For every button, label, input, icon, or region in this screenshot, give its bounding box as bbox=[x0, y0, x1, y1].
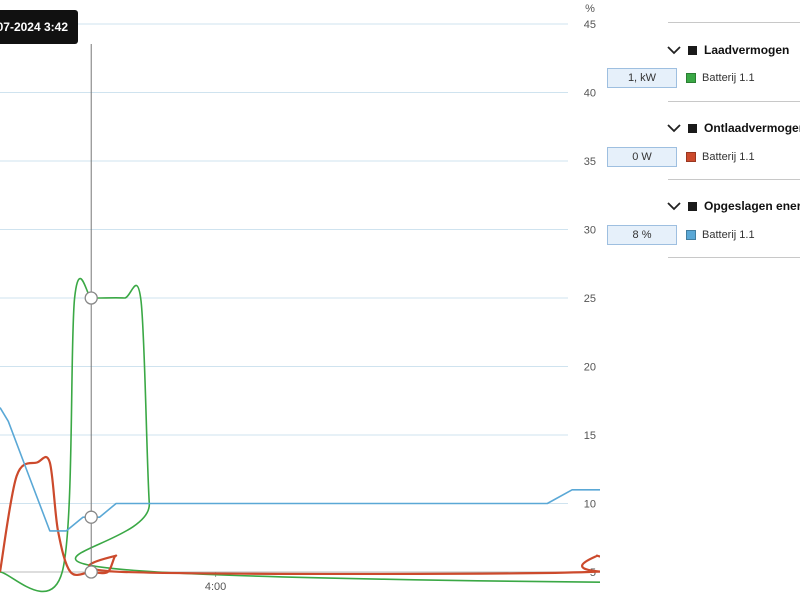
y-tick-label: 30 bbox=[584, 225, 596, 237]
value-box: 8 % bbox=[607, 225, 677, 245]
chevron-down-icon[interactable] bbox=[666, 199, 682, 213]
y-tick-label: 20 bbox=[584, 362, 596, 374]
chevron-down-icon[interactable] bbox=[666, 121, 682, 135]
color-swatch bbox=[686, 73, 696, 83]
y-tick-label: 10 bbox=[584, 499, 596, 511]
legend-item-label: Batterij 1.1 bbox=[702, 72, 755, 84]
x-tick-label: 4:00 bbox=[205, 581, 226, 593]
tooltip-text: 07-2024 3:42 bbox=[0, 20, 68, 34]
y-unit-label: % bbox=[585, 3, 595, 15]
y-tick-label: 25 bbox=[584, 293, 596, 305]
legend-item[interactable]: Batterij 1.1 bbox=[686, 147, 755, 167]
legend-group-title: Laadvermogen bbox=[704, 43, 790, 57]
legend-group-laadvermogen[interactable]: Laadvermogen bbox=[666, 41, 789, 59]
legend-group-title: Ontlaadvermogen bbox=[704, 121, 800, 135]
y-tick-label: 5 bbox=[590, 567, 596, 579]
legend-divider bbox=[668, 179, 800, 180]
series-toggle-icon[interactable] bbox=[688, 123, 697, 133]
color-swatch bbox=[686, 230, 696, 240]
opgeslagen-energie-line bbox=[0, 407, 600, 532]
time-tooltip: 07-2024 3:42 bbox=[0, 10, 78, 44]
legend-divider bbox=[668, 257, 800, 258]
legend-divider bbox=[668, 22, 800, 23]
value-box: 1, kW bbox=[607, 68, 677, 88]
legend-item[interactable]: Batterij 1.1 bbox=[686, 225, 755, 245]
value-box: 0 W bbox=[607, 147, 677, 167]
y-tick-label: 35 bbox=[584, 156, 596, 168]
series-toggle-icon[interactable] bbox=[688, 45, 697, 55]
legend-group-ontlaadvermogen[interactable]: Ontlaadvermogen bbox=[666, 119, 800, 137]
legend-divider bbox=[668, 101, 800, 102]
legend-item-label: Batterij 1.1 bbox=[702, 229, 755, 241]
legend-panel: Laadvermogen 1, kW Batterij 1.1 Ontlaadv… bbox=[600, 0, 800, 608]
y-tick-label: 40 bbox=[584, 88, 596, 100]
laadvermogen-line bbox=[0, 277, 600, 593]
hover-point-marker bbox=[84, 291, 98, 305]
hover-point-marker bbox=[84, 510, 98, 524]
y-tick-label: 15 bbox=[584, 430, 596, 442]
y-tick-label: 45 bbox=[584, 19, 596, 31]
ontlaadvermogen-line bbox=[0, 455, 600, 576]
legend-group-title: Opgeslagen energie bbox=[704, 199, 800, 213]
legend-item[interactable]: Batterij 1.1 bbox=[686, 68, 755, 88]
legend-group-opgeslagen-energie[interactable]: Opgeslagen energie bbox=[666, 197, 800, 215]
hover-point-marker bbox=[84, 565, 98, 579]
series-toggle-icon[interactable] bbox=[688, 201, 697, 211]
chevron-down-icon[interactable] bbox=[666, 43, 682, 57]
legend-item-label: Batterij 1.1 bbox=[702, 151, 755, 163]
color-swatch bbox=[686, 152, 696, 162]
